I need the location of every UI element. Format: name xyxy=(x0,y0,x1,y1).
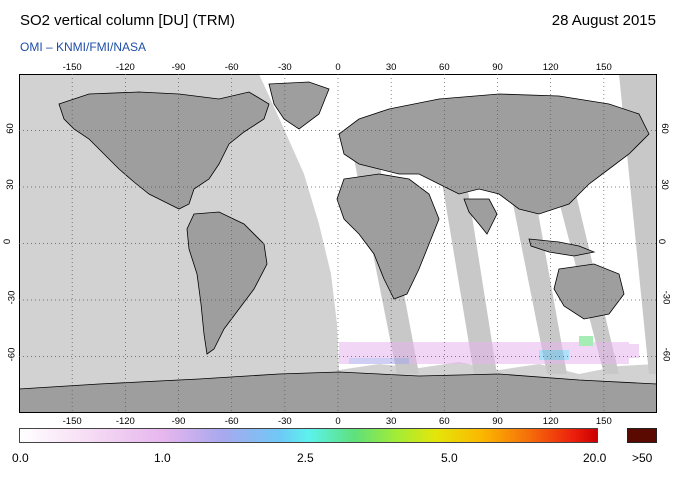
lon-tick-label: 150 xyxy=(595,62,612,73)
lon-tick-label: 120 xyxy=(542,62,559,73)
scale-label-3: 5.0 xyxy=(441,451,458,465)
lon-tick-label: -90 xyxy=(171,416,186,427)
scale-label-1: 1.0 xyxy=(154,451,171,465)
lon-tick-label: 120 xyxy=(542,416,559,427)
lon-tick-label: 60 xyxy=(439,416,450,427)
lon-tick-label: -60 xyxy=(224,416,239,427)
lon-tick-label: 150 xyxy=(595,416,612,427)
so2-noise xyxy=(339,336,639,364)
color-scale xyxy=(19,428,598,443)
lat-tick-label: 60 xyxy=(4,122,16,134)
lon-tick-label: -30 xyxy=(277,62,292,73)
lon-tick-label: 30 xyxy=(385,416,397,427)
lon-tick-label: -150 xyxy=(62,62,82,73)
lon-tick-label: 30 xyxy=(385,62,397,73)
lat-tick-label: 60 xyxy=(658,122,670,134)
lat-tick-label: -60 xyxy=(6,347,18,361)
australia xyxy=(553,263,625,320)
lat-tick-label: 30 xyxy=(658,179,670,190)
source-label: OMI – KNMI/FMI/NASA xyxy=(20,40,147,54)
lon-tick-label: 0 xyxy=(335,416,341,427)
eurasia xyxy=(338,93,650,215)
scale-label-2: 2.5 xyxy=(297,451,314,465)
lat-tick-label: 0 xyxy=(2,238,14,244)
overflow-color-box xyxy=(627,428,657,443)
lat-tick-label: 0 xyxy=(656,238,668,244)
lon-tick-label: 90 xyxy=(492,62,503,73)
lon-tick-label: -150 xyxy=(62,416,82,427)
north-america xyxy=(58,91,270,210)
lon-tick-label: 60 xyxy=(439,62,450,73)
lat-tick-label: -60 xyxy=(660,347,672,361)
lon-tick-label: 0 xyxy=(335,62,341,73)
lon-tick-label: -120 xyxy=(115,416,135,427)
greenland xyxy=(268,81,330,130)
lon-tick-label: -30 xyxy=(277,416,292,427)
lon-tick-label: -120 xyxy=(115,62,135,73)
lat-tick-label: 30 xyxy=(4,179,16,190)
indonesia xyxy=(528,238,596,257)
lon-tick-label: -90 xyxy=(171,62,186,73)
lat-tick-label: -30 xyxy=(660,290,672,305)
scale-label-0: 0.0 xyxy=(12,451,29,465)
india xyxy=(463,198,498,235)
world-map: -150 -120 -90 -60 -30 0 30 60 90 120 150 -150 -120 -… xyxy=(2,62,671,427)
lon-tick-label: 90 xyxy=(492,416,503,427)
lat-tick-label: -30 xyxy=(6,290,18,305)
chart-title: SO2 vertical column [DU] (TRM) xyxy=(20,12,236,29)
africa xyxy=(336,173,440,300)
graticule xyxy=(19,74,657,413)
scale-label-5: >50 xyxy=(632,451,653,465)
south-america xyxy=(186,211,268,355)
date-label: 28 August 2015 xyxy=(551,12,656,29)
scale-label-4: 20.0 xyxy=(583,451,607,465)
map-canvas xyxy=(19,74,657,413)
lon-tick-label: -60 xyxy=(224,62,239,73)
